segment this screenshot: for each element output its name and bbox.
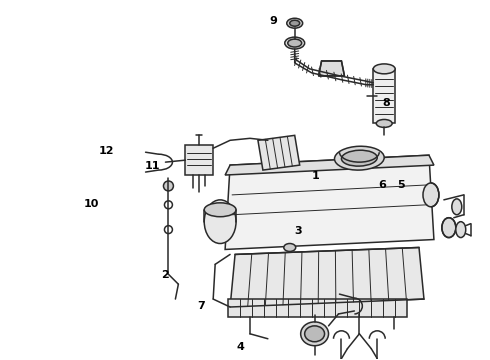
Ellipse shape: [335, 146, 384, 170]
Ellipse shape: [288, 39, 302, 47]
Text: 4: 4: [236, 342, 244, 352]
Text: 3: 3: [295, 226, 302, 236]
Polygon shape: [225, 155, 434, 249]
Ellipse shape: [284, 243, 295, 251]
Text: 9: 9: [270, 16, 277, 26]
Bar: [228, 299, 407, 317]
Ellipse shape: [285, 37, 305, 49]
Ellipse shape: [301, 322, 328, 346]
Polygon shape: [225, 155, 434, 175]
Polygon shape: [318, 61, 344, 76]
Text: 11: 11: [145, 161, 160, 171]
Ellipse shape: [204, 203, 236, 217]
Ellipse shape: [287, 18, 303, 28]
Ellipse shape: [423, 183, 439, 207]
Ellipse shape: [342, 150, 377, 166]
Bar: [185, 145, 213, 175]
Ellipse shape: [452, 199, 462, 215]
Text: 1: 1: [312, 171, 319, 181]
Text: 7: 7: [197, 301, 205, 311]
Text: 5: 5: [397, 180, 405, 190]
Ellipse shape: [376, 120, 392, 127]
Polygon shape: [258, 135, 300, 170]
Ellipse shape: [373, 64, 395, 74]
Polygon shape: [230, 247, 424, 307]
Ellipse shape: [164, 181, 173, 191]
Text: 12: 12: [98, 146, 114, 156]
Text: 6: 6: [378, 180, 386, 190]
Text: 10: 10: [84, 199, 99, 209]
Ellipse shape: [456, 222, 466, 238]
Bar: [373, 69, 395, 123]
Text: 2: 2: [161, 270, 169, 280]
Ellipse shape: [204, 200, 236, 243]
Text: 8: 8: [382, 98, 390, 108]
Ellipse shape: [305, 326, 324, 342]
Ellipse shape: [442, 218, 456, 238]
Ellipse shape: [290, 20, 300, 26]
